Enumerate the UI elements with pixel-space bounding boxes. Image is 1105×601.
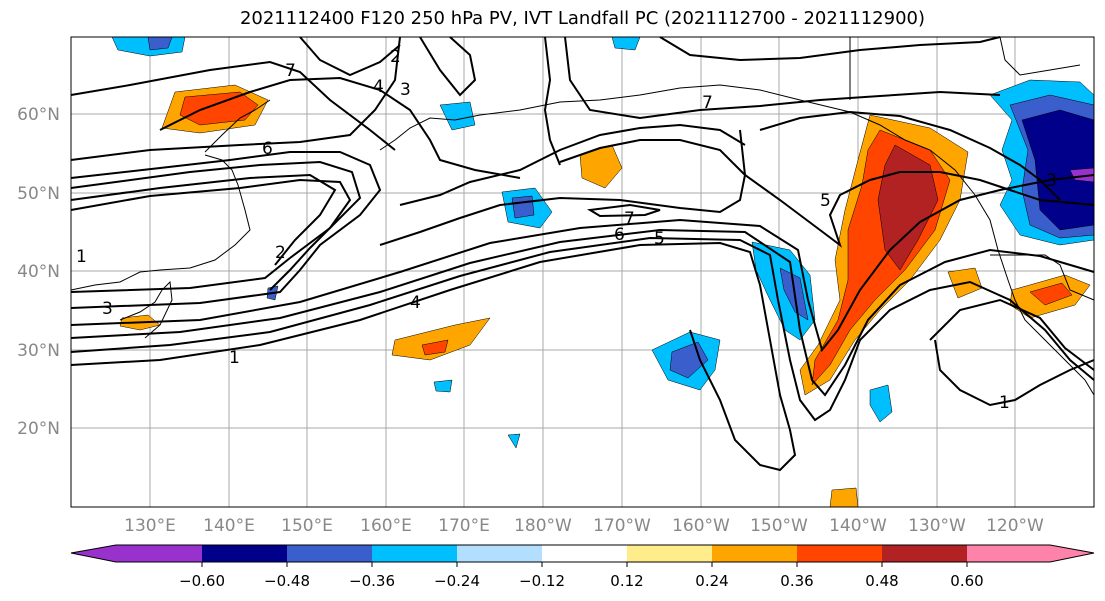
lon-labels: 130°E 140°E 150°E 160°E 170°E 180°W 170°… (124, 516, 1044, 536)
colorbar-segment (287, 545, 372, 562)
colorbar-tick-label: 0.12 (610, 572, 643, 590)
lon-label: 150°W (750, 516, 808, 536)
contour-label: 5 (654, 229, 665, 249)
shade-small1 (433, 379, 453, 393)
colorbar-segment (627, 545, 712, 562)
lat-label: 20°N (17, 419, 60, 439)
contour-label: 3 (102, 299, 113, 319)
lat-label: 30°N (17, 341, 60, 361)
contour-label: 2 (390, 47, 401, 67)
contour-label: 7 (702, 93, 713, 113)
contours (70, 36, 1095, 472)
shade-trough-blue (751, 241, 816, 341)
colorbar-segment (202, 545, 287, 562)
lon-label: 170°W (593, 516, 651, 536)
shade-south-orange (829, 487, 859, 508)
colorbar-segment (712, 545, 797, 562)
colorbar-segment (372, 545, 457, 562)
contour-label: 7 (285, 61, 296, 81)
contour-label: 6 (262, 139, 273, 159)
colorbar-outline (70, 544, 1095, 563)
contour-label: 6 (614, 225, 625, 245)
colorbar-segment (882, 545, 967, 562)
shade-subtrop-orange (391, 317, 491, 361)
lat-label: 50°N (17, 184, 60, 204)
contour-label: 1 (76, 247, 87, 267)
contour-label: 7 (624, 209, 635, 229)
lon-label: 140°W (829, 516, 887, 536)
shade-east-blue (869, 384, 893, 423)
colorbar-tick-label: −0.36 (349, 572, 395, 590)
colorbar-tick-label: −0.12 (519, 572, 565, 590)
lon-label: 170°E (438, 516, 490, 536)
contour-label: 3 (400, 80, 411, 100)
colorbar-tick-label: 0.60 (950, 572, 983, 590)
colorbar-segment (542, 545, 627, 562)
lon-label: 180°W (514, 516, 572, 536)
colorbar-tick-labels: −0.60 −0.48 −0.36 −0.24 −0.12 0.12 0.24 … (179, 572, 984, 590)
lon-label: 130°W (908, 516, 966, 536)
contour-label: 3 (1046, 171, 1057, 191)
colorbar-tick-label: −0.24 (434, 572, 480, 590)
shade-baja-red (1029, 282, 1073, 306)
shade-subtrop-red (421, 339, 449, 356)
colorbar: −0.60 −0.48 −0.36 −0.24 −0.12 0.12 0.24 … (70, 544, 1095, 590)
colorbar-segment (457, 545, 542, 562)
map-frame (70, 36, 1095, 508)
contour-label: 4 (410, 293, 421, 313)
pv-shading (111, 36, 1095, 508)
lat-label: 60°N (17, 105, 60, 125)
contour-label: 1 (229, 348, 240, 368)
shade-top2-blue (611, 36, 641, 51)
contour-label: 1 (999, 393, 1010, 413)
shade-bering-blue (439, 101, 476, 131)
contour-label: 5 (820, 191, 831, 211)
contour-labels: 7 6 4 3 2 3 2 7 7 6 5 4 3 1 1 5 1 (76, 47, 1057, 413)
colorbar-segment (797, 545, 882, 562)
contour-label: 4 (373, 77, 384, 97)
lat-label: 40°N (17, 262, 60, 282)
lon-label: 150°E (281, 516, 333, 536)
lon-label: 160°E (360, 516, 412, 536)
colorbar-segment (967, 545, 1094, 562)
lon-label: 120°W (986, 516, 1044, 536)
colorbar-tick-label: 0.24 (695, 572, 728, 590)
contour-label: 2 (275, 243, 286, 263)
lon-label: 140°E (203, 516, 255, 536)
map-title: 2021112400 F120 250 hPa PV, IVT Landfall… (239, 8, 926, 29)
lon-label: 160°W (672, 516, 730, 536)
colorbar-tick-label: 0.48 (865, 572, 898, 590)
colorbar-tick-label: −0.48 (264, 572, 310, 590)
shade-small2 (507, 433, 521, 449)
shade-mid-med (511, 195, 535, 219)
colorbar-ticks (201, 562, 968, 567)
lon-label: 130°E (124, 516, 176, 536)
lat-labels: 60°N 50°N 40°N 30°N 20°N (17, 105, 60, 439)
shade-alaska-red (179, 91, 259, 126)
colorbar-tick-label: −0.60 (179, 572, 225, 590)
colorbar-segment (71, 545, 202, 562)
colorbar-tick-label: 0.36 (780, 572, 813, 590)
